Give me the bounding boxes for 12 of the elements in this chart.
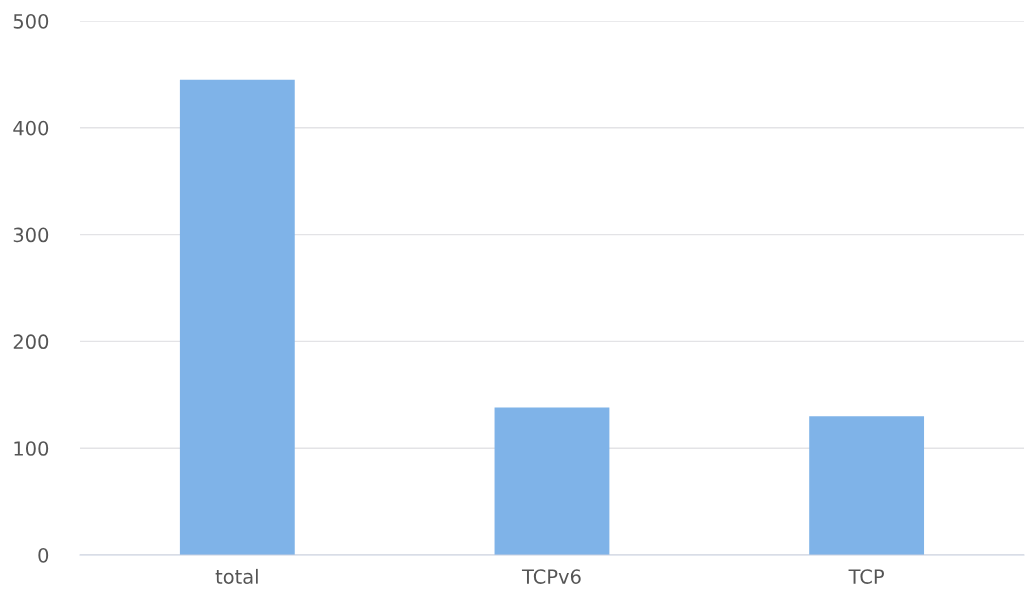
bar (809, 416, 925, 555)
y-tick-label: 400 (13, 120, 49, 136)
bar (179, 79, 295, 555)
x-tick-label: TCP (848, 569, 884, 584)
x-tick-label: TCPv6 (521, 569, 581, 584)
y-tick-label: 300 (13, 227, 49, 243)
y-tick-label: 500 (13, 13, 49, 29)
y-tick-label: 100 (14, 441, 49, 456)
y-tick-label: 0 (38, 547, 49, 563)
bar (494, 407, 610, 555)
x-tick-label: total (215, 568, 258, 584)
y-tick-label: 200 (13, 334, 49, 350)
